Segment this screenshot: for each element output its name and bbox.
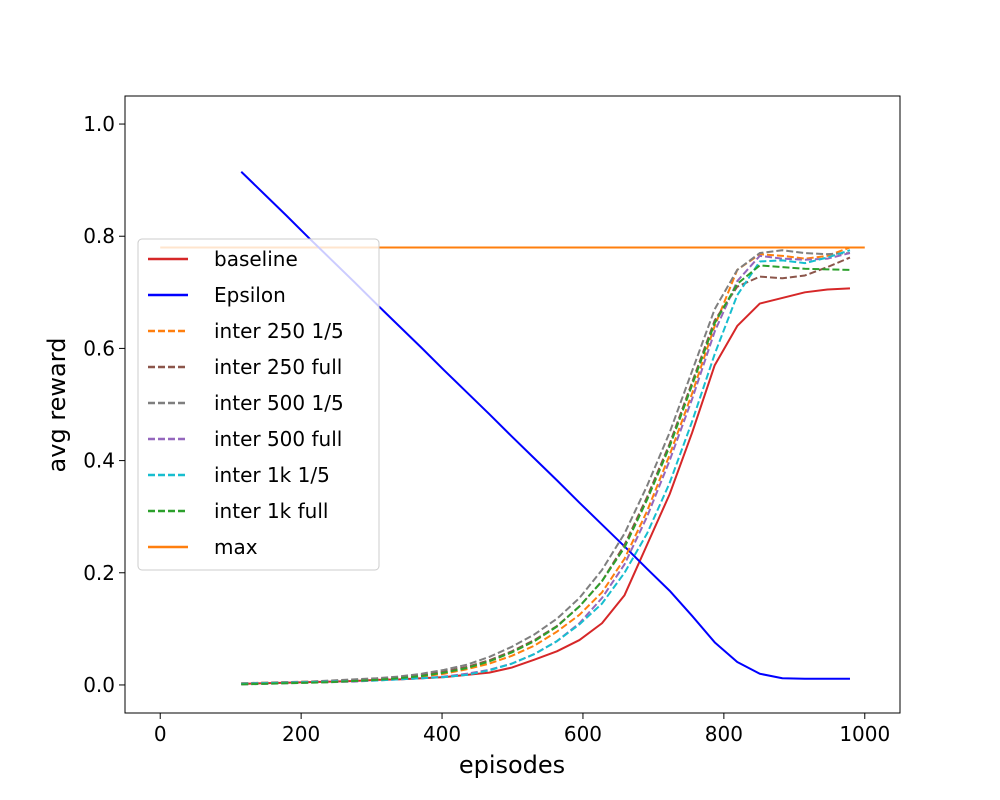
y-tick-label: 1.0	[83, 112, 115, 136]
legend-label: baseline	[214, 247, 298, 271]
x-tick-label: 800	[705, 722, 743, 746]
legend-label: inter 1k 1/5	[214, 463, 330, 487]
plot-frame	[124, 95, 901, 714]
legend-label: max	[214, 535, 258, 559]
legend-label: inter 250 1/5	[214, 319, 344, 343]
legend-label: inter 500 full	[214, 427, 342, 451]
y-axis-title: avg reward	[43, 338, 71, 473]
y-axis: 0.0 0.2 0.4 0.6 0.8 1.0	[83, 112, 125, 697]
series-line-inter-500-1-5	[241, 249, 851, 685]
legend-label: inter 250 full	[214, 355, 342, 379]
x-tick-label: 1000	[839, 722, 890, 746]
x-axis: 0 200 400 600 800 1000	[154, 713, 890, 746]
x-tick-label: 200	[282, 722, 320, 746]
legend-label: inter 1k full	[214, 499, 328, 523]
legend-label: Epsilon	[214, 283, 286, 307]
x-axis-title: episodes	[459, 751, 565, 779]
y-tick-label: 0.0	[83, 673, 115, 697]
y-tick-label: 0.4	[83, 449, 115, 473]
x-tick-label: 400	[423, 722, 461, 746]
series-line-inter-1k-full	[241, 264, 851, 686]
y-tick-label: 0.2	[83, 561, 115, 585]
y-tick-label: 0.6	[83, 336, 115, 360]
legend: baseline Epsilon inter 250 1/5 inter 250 fu…	[137, 238, 380, 571]
x-tick-label: 600	[564, 722, 602, 746]
y-tick-label: 0.8	[83, 224, 115, 248]
x-tick-label: 0	[154, 722, 167, 746]
legend-box	[137, 238, 380, 571]
legend-label: inter 500 1/5	[214, 391, 344, 415]
